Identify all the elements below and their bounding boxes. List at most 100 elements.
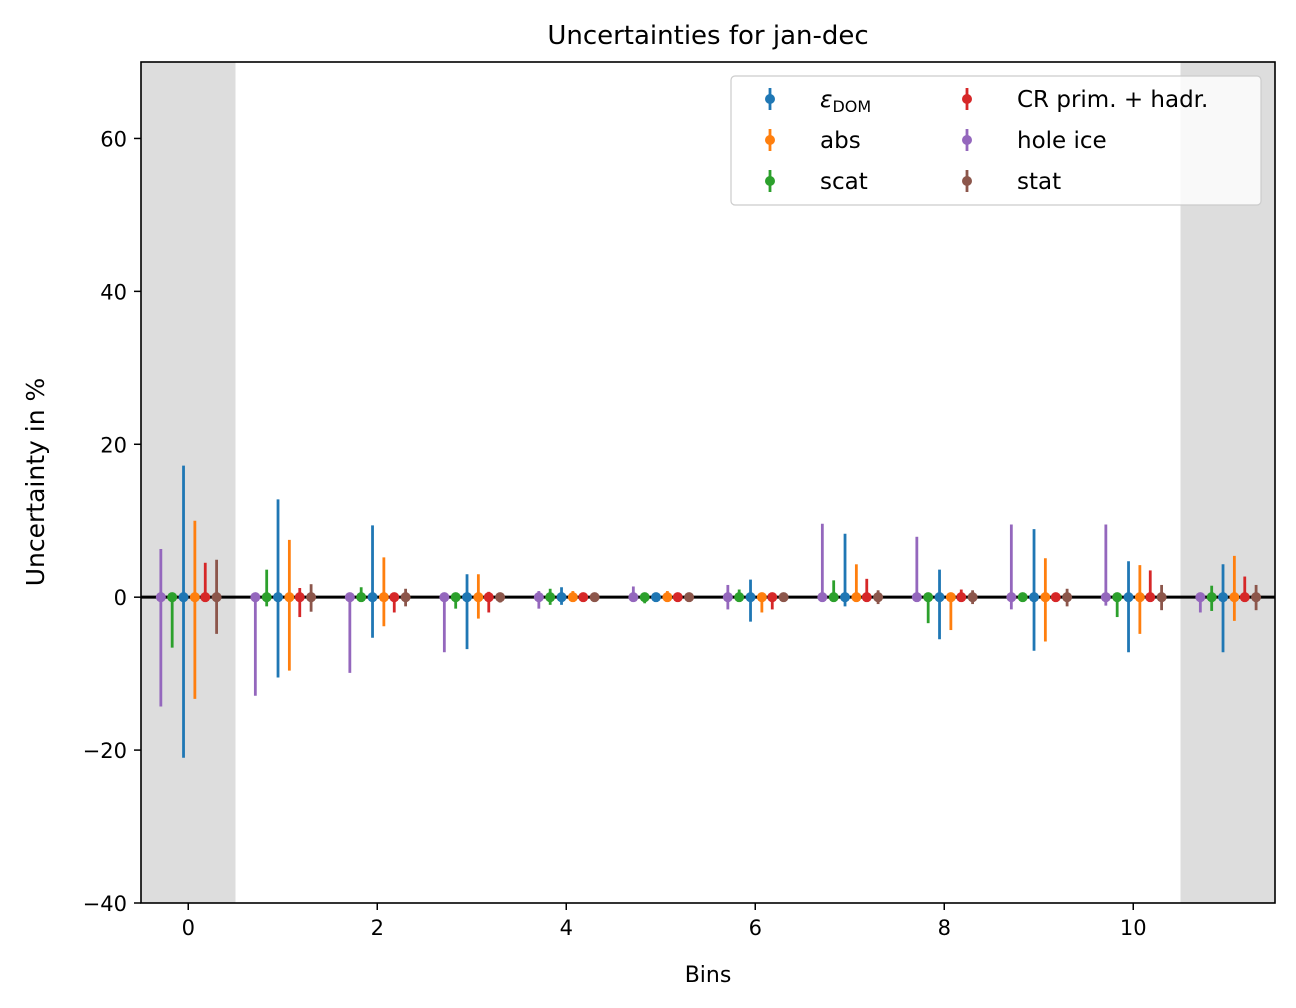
data-point xyxy=(344,592,355,603)
y-tick-label: −40 xyxy=(83,892,127,916)
data-point xyxy=(756,592,767,603)
data-point xyxy=(778,592,789,603)
data-point xyxy=(155,592,166,603)
x-tick-label: 8 xyxy=(938,916,951,940)
series-1 xyxy=(189,520,1240,699)
data-point xyxy=(651,592,662,603)
y-tick-label: 40 xyxy=(100,280,127,304)
y-tick-label: −20 xyxy=(83,739,127,763)
data-point xyxy=(967,592,978,603)
data-point xyxy=(1040,592,1051,603)
legend-label: abs xyxy=(820,128,861,154)
data-point xyxy=(167,592,178,603)
data-point xyxy=(956,592,967,603)
x-tick-label: 0 xyxy=(182,916,195,940)
y-tick-label: 0 xyxy=(114,586,127,610)
data-point xyxy=(200,592,211,603)
chart-title: Uncertainties for jan-dec xyxy=(547,21,868,51)
data-point xyxy=(556,592,567,603)
legend-label: hole ice xyxy=(1017,128,1107,154)
data-point xyxy=(639,592,650,603)
data-point xyxy=(662,592,673,603)
data-point xyxy=(1017,592,1028,603)
data-point xyxy=(189,592,200,603)
series-3 xyxy=(200,562,1250,618)
data-point xyxy=(473,592,484,603)
data-point xyxy=(1050,592,1061,603)
data-point xyxy=(400,592,411,603)
data-point xyxy=(1251,592,1262,603)
y-axis-ticks: −40 −20 0 20 40 60 xyxy=(83,127,141,916)
data-point xyxy=(389,592,400,603)
data-point xyxy=(211,592,222,603)
y-tick-label: 60 xyxy=(100,127,127,151)
data-point xyxy=(1156,592,1167,603)
legend: εDOM abs scat CR prim. + hadr. hole ice stat xyxy=(730,75,1262,206)
data-point xyxy=(734,592,745,603)
series-5 xyxy=(211,559,1262,634)
data-point xyxy=(495,592,506,603)
legend-marker-dot xyxy=(962,176,972,186)
y-tick-label: 20 xyxy=(100,433,127,457)
data-point xyxy=(483,592,494,603)
data-point xyxy=(284,592,295,603)
data-point xyxy=(934,592,945,603)
data-point xyxy=(306,592,317,603)
legend-label: CR prim. + hadr. xyxy=(1017,87,1208,113)
data-point xyxy=(261,592,272,603)
legend-label: scat xyxy=(820,169,868,195)
series-2 xyxy=(167,569,1217,648)
data-point xyxy=(439,592,450,603)
legend-label: stat xyxy=(1017,169,1061,195)
data-point xyxy=(684,592,695,603)
data-point xyxy=(628,592,639,603)
data-point xyxy=(945,592,956,603)
data-point xyxy=(1206,592,1217,603)
data-point xyxy=(1218,592,1229,603)
legend-label: εDOM xyxy=(820,87,871,116)
data-point xyxy=(672,592,683,603)
x-axis-label: Bins xyxy=(685,963,732,988)
legend-marker-dot xyxy=(765,135,775,145)
data-point xyxy=(545,592,556,603)
data-point xyxy=(273,592,284,603)
x-axis-ticks: 0 2 4 6 8 10 xyxy=(182,903,1147,940)
data-point xyxy=(873,592,884,603)
data-point xyxy=(817,592,828,603)
data-point xyxy=(178,592,189,603)
data-point xyxy=(378,592,389,603)
plot-frame xyxy=(140,61,1276,904)
x-tick-label: 6 xyxy=(749,916,762,940)
data-point xyxy=(367,592,378,603)
legend-marker-dot xyxy=(962,135,972,145)
data-point xyxy=(767,592,778,603)
x-tick-label: 10 xyxy=(1120,916,1147,940)
series-4 xyxy=(155,523,1206,707)
series-0 xyxy=(178,465,1229,758)
data-point xyxy=(356,592,367,603)
legend-marker-dot xyxy=(765,94,775,104)
data-point xyxy=(462,592,473,603)
data-point xyxy=(1195,592,1206,603)
data-point xyxy=(589,592,600,603)
data-point xyxy=(722,592,733,603)
legend-marker-dot xyxy=(765,176,775,186)
data-point xyxy=(840,592,851,603)
data-point xyxy=(1134,592,1145,603)
data-point xyxy=(1100,592,1111,603)
data-point xyxy=(1145,592,1156,603)
shaded-bin-0 xyxy=(141,62,236,903)
data-point xyxy=(578,592,589,603)
data-point xyxy=(861,592,872,603)
data-point xyxy=(567,592,578,603)
data-point xyxy=(250,592,261,603)
x-tick-label: 2 xyxy=(371,916,384,940)
legend-box xyxy=(730,75,1262,206)
data-point xyxy=(1112,592,1123,603)
legend-marker-dot xyxy=(962,94,972,104)
x-tick-label: 4 xyxy=(560,916,573,940)
y-axis-label: Uncertainty in % xyxy=(21,378,50,587)
data-point xyxy=(828,592,839,603)
data-point xyxy=(851,592,862,603)
